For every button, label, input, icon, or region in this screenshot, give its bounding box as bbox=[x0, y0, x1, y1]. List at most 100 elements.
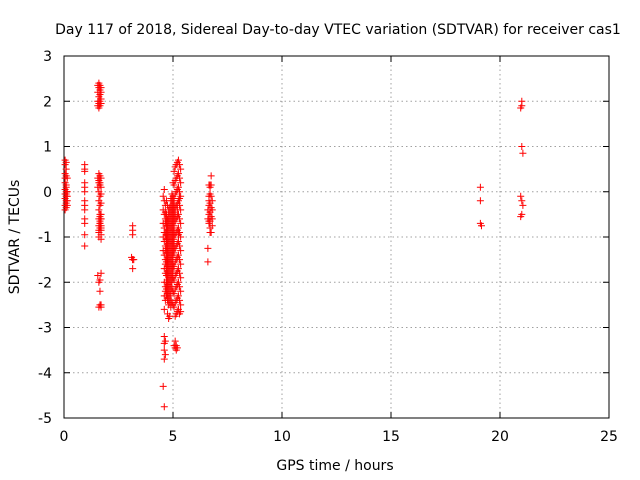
data-points bbox=[61, 79, 527, 411]
data-point bbox=[177, 206, 185, 214]
data-point bbox=[518, 102, 526, 110]
data-point bbox=[174, 278, 182, 286]
data-point bbox=[81, 183, 89, 191]
data-point bbox=[476, 197, 484, 205]
data-point bbox=[129, 265, 137, 273]
data-point bbox=[176, 269, 184, 277]
data-point bbox=[177, 179, 185, 187]
y-tick-label: 3 bbox=[43, 49, 52, 65]
x-tick-label: 20 bbox=[491, 429, 509, 445]
data-point bbox=[477, 222, 485, 230]
data-point bbox=[62, 158, 70, 166]
data-point bbox=[518, 143, 526, 150]
tick-labels: 0 5 10 15 20 25 -5 -4 -3 -2 -1 0 1 2 3 bbox=[38, 49, 618, 445]
y-tick-label: 0 bbox=[43, 185, 52, 201]
data-point bbox=[81, 219, 89, 227]
chart-title: Day 117 of 2018, Sidereal Day-to-day VTE… bbox=[55, 22, 621, 38]
data-point bbox=[97, 215, 105, 223]
data-point bbox=[170, 235, 178, 243]
data-point bbox=[177, 247, 185, 255]
data-point bbox=[176, 242, 184, 250]
data-point bbox=[174, 292, 182, 300]
data-point bbox=[176, 188, 184, 196]
x-tick-label: 15 bbox=[382, 429, 400, 445]
data-point bbox=[176, 283, 184, 291]
data-point bbox=[174, 183, 182, 191]
data-point bbox=[173, 344, 181, 352]
data-point bbox=[159, 192, 167, 200]
data-point bbox=[170, 167, 178, 175]
data-point bbox=[95, 206, 103, 214]
data-point bbox=[97, 235, 105, 243]
data-point bbox=[205, 217, 213, 225]
data-point bbox=[97, 269, 105, 277]
data-point bbox=[97, 88, 105, 96]
data-point bbox=[161, 337, 169, 345]
data-point bbox=[174, 251, 182, 259]
data-point bbox=[174, 265, 182, 273]
data-point bbox=[204, 206, 212, 214]
data-point bbox=[161, 351, 169, 359]
data-point bbox=[81, 167, 89, 175]
y-axis-label: SDTVAR / TECUs bbox=[7, 180, 23, 295]
y-tick-label: 2 bbox=[43, 94, 52, 110]
data-point bbox=[174, 156, 182, 164]
data-point bbox=[176, 228, 184, 236]
data-point bbox=[176, 174, 184, 182]
y-tick-label: -5 bbox=[38, 411, 52, 427]
x-tick-label: 5 bbox=[169, 429, 178, 445]
data-point bbox=[170, 262, 178, 270]
data-point bbox=[174, 210, 182, 218]
y-tick-label: -2 bbox=[38, 275, 52, 291]
data-point bbox=[170, 276, 178, 284]
data-point bbox=[177, 308, 185, 316]
data-point bbox=[160, 185, 168, 193]
data-point bbox=[176, 296, 184, 304]
data-point bbox=[177, 287, 185, 295]
data-point bbox=[63, 201, 71, 209]
data-point bbox=[208, 197, 216, 205]
data-point bbox=[97, 183, 105, 191]
data-point bbox=[81, 242, 89, 250]
data-point bbox=[62, 183, 70, 191]
data-point bbox=[177, 192, 185, 200]
data-point bbox=[177, 260, 185, 268]
data-point bbox=[62, 165, 70, 173]
data-point bbox=[97, 190, 105, 198]
data-point bbox=[204, 244, 212, 252]
data-point bbox=[97, 100, 105, 108]
data-point bbox=[63, 174, 71, 182]
data-point bbox=[204, 258, 212, 266]
data-point bbox=[170, 249, 178, 257]
data-point bbox=[170, 303, 178, 311]
data-point bbox=[159, 382, 167, 390]
data-point bbox=[176, 215, 184, 223]
data-point bbox=[160, 305, 168, 313]
data-point bbox=[207, 192, 215, 200]
data-point bbox=[160, 403, 168, 411]
data-point bbox=[207, 181, 215, 189]
data-point bbox=[519, 149, 527, 157]
y-tick-label: -3 bbox=[38, 321, 52, 337]
data-point bbox=[519, 201, 527, 209]
x-tick-label: 25 bbox=[600, 429, 618, 445]
data-point bbox=[518, 197, 526, 205]
data-point bbox=[81, 201, 89, 209]
data-point bbox=[96, 179, 104, 187]
data-point bbox=[96, 287, 104, 295]
data-point bbox=[174, 224, 182, 232]
data-point bbox=[177, 301, 185, 309]
data-point bbox=[160, 346, 168, 354]
data-point bbox=[97, 303, 105, 311]
data-point bbox=[177, 233, 185, 241]
y-tick-label: -4 bbox=[38, 366, 52, 382]
data-point bbox=[518, 210, 526, 218]
data-point bbox=[170, 181, 178, 189]
data-point bbox=[174, 170, 182, 178]
x-tick-label: 10 bbox=[273, 429, 291, 445]
data-point bbox=[170, 290, 178, 298]
data-point bbox=[174, 238, 182, 246]
data-point bbox=[160, 333, 168, 341]
data-point bbox=[476, 183, 484, 191]
